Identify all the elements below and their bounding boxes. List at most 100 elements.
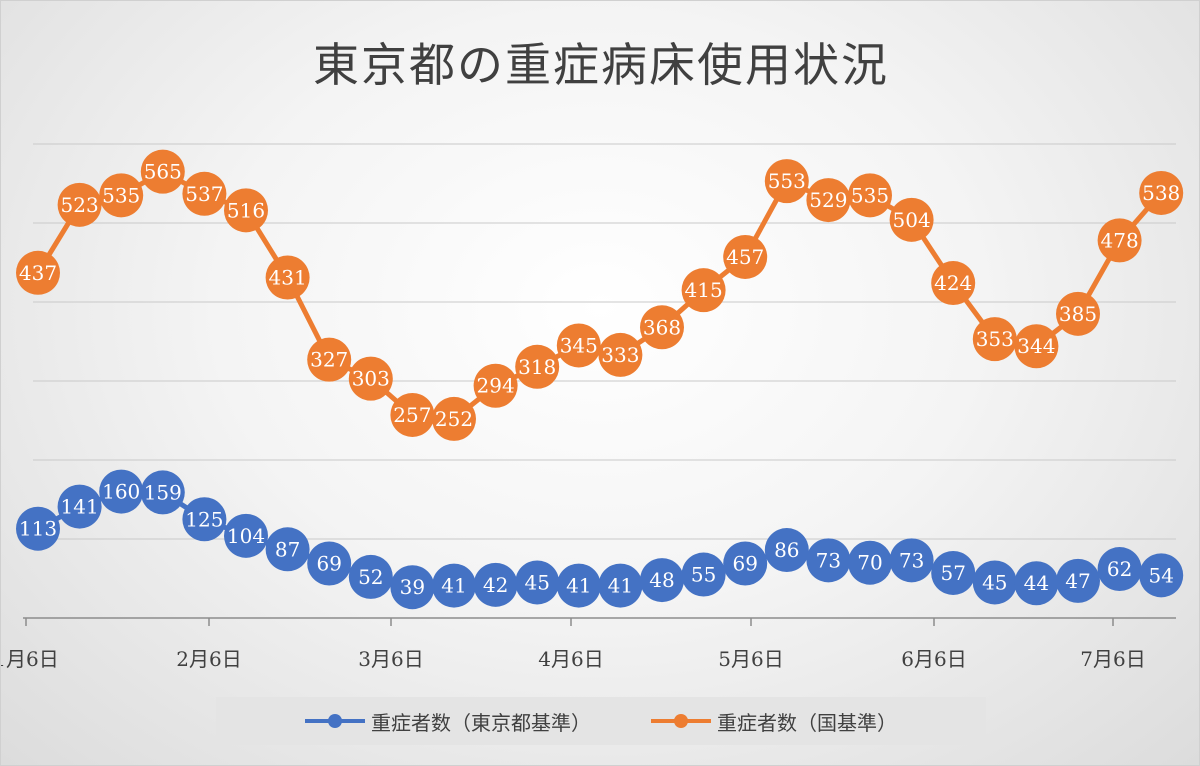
data-point bbox=[1014, 324, 1059, 369]
data-label: 257 bbox=[393, 403, 431, 427]
data-label: 54 bbox=[1148, 563, 1173, 587]
data-label: 69 bbox=[732, 551, 757, 575]
data-label: 52 bbox=[358, 565, 383, 589]
data-point bbox=[1056, 291, 1100, 336]
data-point bbox=[889, 538, 934, 583]
data-label: 303 bbox=[352, 367, 390, 391]
data-point bbox=[972, 560, 1017, 605]
data-point bbox=[723, 234, 768, 279]
legend-item-national: 重症者数（国基準） bbox=[651, 707, 897, 736]
data-label: 125 bbox=[185, 507, 223, 531]
data-label: 55 bbox=[691, 563, 716, 587]
data-point bbox=[307, 541, 352, 586]
data-point bbox=[806, 178, 851, 223]
data-label: 538 bbox=[1142, 181, 1180, 205]
legend-label-national: 重症者数（国基準） bbox=[717, 710, 897, 735]
data-point bbox=[640, 558, 684, 603]
data-point bbox=[265, 527, 310, 572]
gridlines bbox=[33, 143, 1176, 540]
data-point bbox=[390, 565, 435, 610]
data-point bbox=[473, 363, 518, 408]
data-label: 553 bbox=[768, 169, 806, 193]
data-label: 294 bbox=[477, 374, 515, 398]
data-label: 431 bbox=[269, 266, 307, 290]
data-point bbox=[1014, 561, 1059, 606]
data-point bbox=[182, 171, 227, 216]
data-label: 344 bbox=[1017, 334, 1055, 358]
data-label: 478 bbox=[1101, 228, 1139, 252]
data-point bbox=[931, 550, 976, 595]
x-tick-label: 5月6日 bbox=[718, 647, 783, 671]
data-label: 87 bbox=[275, 537, 300, 561]
data-label: 48 bbox=[649, 568, 674, 592]
data-point bbox=[390, 392, 435, 437]
data-point bbox=[889, 197, 934, 242]
data-point bbox=[598, 332, 643, 377]
data-point bbox=[764, 528, 809, 573]
data-label: 62 bbox=[1107, 557, 1132, 581]
data-point bbox=[556, 563, 601, 608]
data-point bbox=[556, 323, 601, 368]
data-label: 345 bbox=[560, 333, 598, 357]
legend-item-tokyo: 重症者数（東京都基準） bbox=[305, 707, 591, 736]
data-label: 327 bbox=[310, 348, 348, 372]
data-point bbox=[182, 497, 227, 542]
data-point bbox=[723, 541, 768, 586]
data-label: 57 bbox=[940, 561, 965, 585]
data-label: 41 bbox=[441, 574, 466, 598]
x-tick-label: 2月6日 bbox=[176, 647, 241, 671]
data-point bbox=[16, 250, 60, 295]
data-label: 73 bbox=[816, 548, 841, 572]
x-tick-label: 6月6日 bbox=[901, 647, 966, 671]
data-label: 47 bbox=[1065, 569, 1090, 593]
data-label: 104 bbox=[227, 524, 265, 548]
legend: 重症者数（東京都基準） 重症者数（国基準） bbox=[216, 697, 986, 745]
data-point bbox=[848, 173, 892, 218]
data-point bbox=[432, 563, 476, 608]
data-point bbox=[16, 506, 60, 551]
data-point bbox=[348, 356, 393, 401]
data-point bbox=[1097, 218, 1142, 263]
data-label: 86 bbox=[774, 538, 799, 562]
data-point bbox=[515, 344, 560, 389]
data-point bbox=[224, 513, 268, 558]
data-label: 45 bbox=[982, 570, 1007, 594]
data-point bbox=[598, 563, 643, 608]
data-point bbox=[1139, 553, 1184, 598]
data-point bbox=[224, 188, 268, 233]
data-point bbox=[764, 159, 809, 204]
data-label: 368 bbox=[643, 315, 681, 339]
data-label: 353 bbox=[976, 327, 1014, 351]
chart-title: 東京都の重症病床使用状況 bbox=[313, 38, 889, 92]
data-point bbox=[1056, 558, 1100, 603]
data-point bbox=[972, 317, 1017, 362]
x-tick-label: 7月6日 bbox=[1080, 647, 1145, 671]
data-point bbox=[1139, 170, 1184, 215]
data-point bbox=[931, 261, 976, 306]
data-label: 73 bbox=[899, 548, 924, 572]
data-point bbox=[348, 554, 393, 599]
data-point bbox=[1097, 547, 1142, 592]
data-point bbox=[99, 173, 144, 218]
data-label: 159 bbox=[144, 480, 182, 504]
x-axis: 1月6日 2月6日 3月6日 4月6日 5月6日 6月6日 7月6日 bbox=[1, 617, 1176, 671]
data-point bbox=[140, 470, 185, 515]
data-label: 70 bbox=[857, 551, 882, 575]
data-label: 41 bbox=[566, 574, 591, 598]
data-label: 333 bbox=[601, 343, 639, 367]
data-point bbox=[515, 560, 560, 605]
x-tick-label: 3月6日 bbox=[358, 647, 423, 671]
data-point bbox=[99, 469, 144, 514]
data-point bbox=[140, 149, 185, 194]
data-label: 516 bbox=[227, 198, 265, 222]
data-point bbox=[681, 552, 726, 597]
data-label: 535 bbox=[851, 183, 889, 207]
data-label: 523 bbox=[61, 193, 99, 217]
data-label: 113 bbox=[19, 517, 57, 541]
data-label: 415 bbox=[685, 278, 723, 302]
legend-swatch-tokyo bbox=[305, 714, 365, 728]
data-point bbox=[265, 255, 310, 300]
